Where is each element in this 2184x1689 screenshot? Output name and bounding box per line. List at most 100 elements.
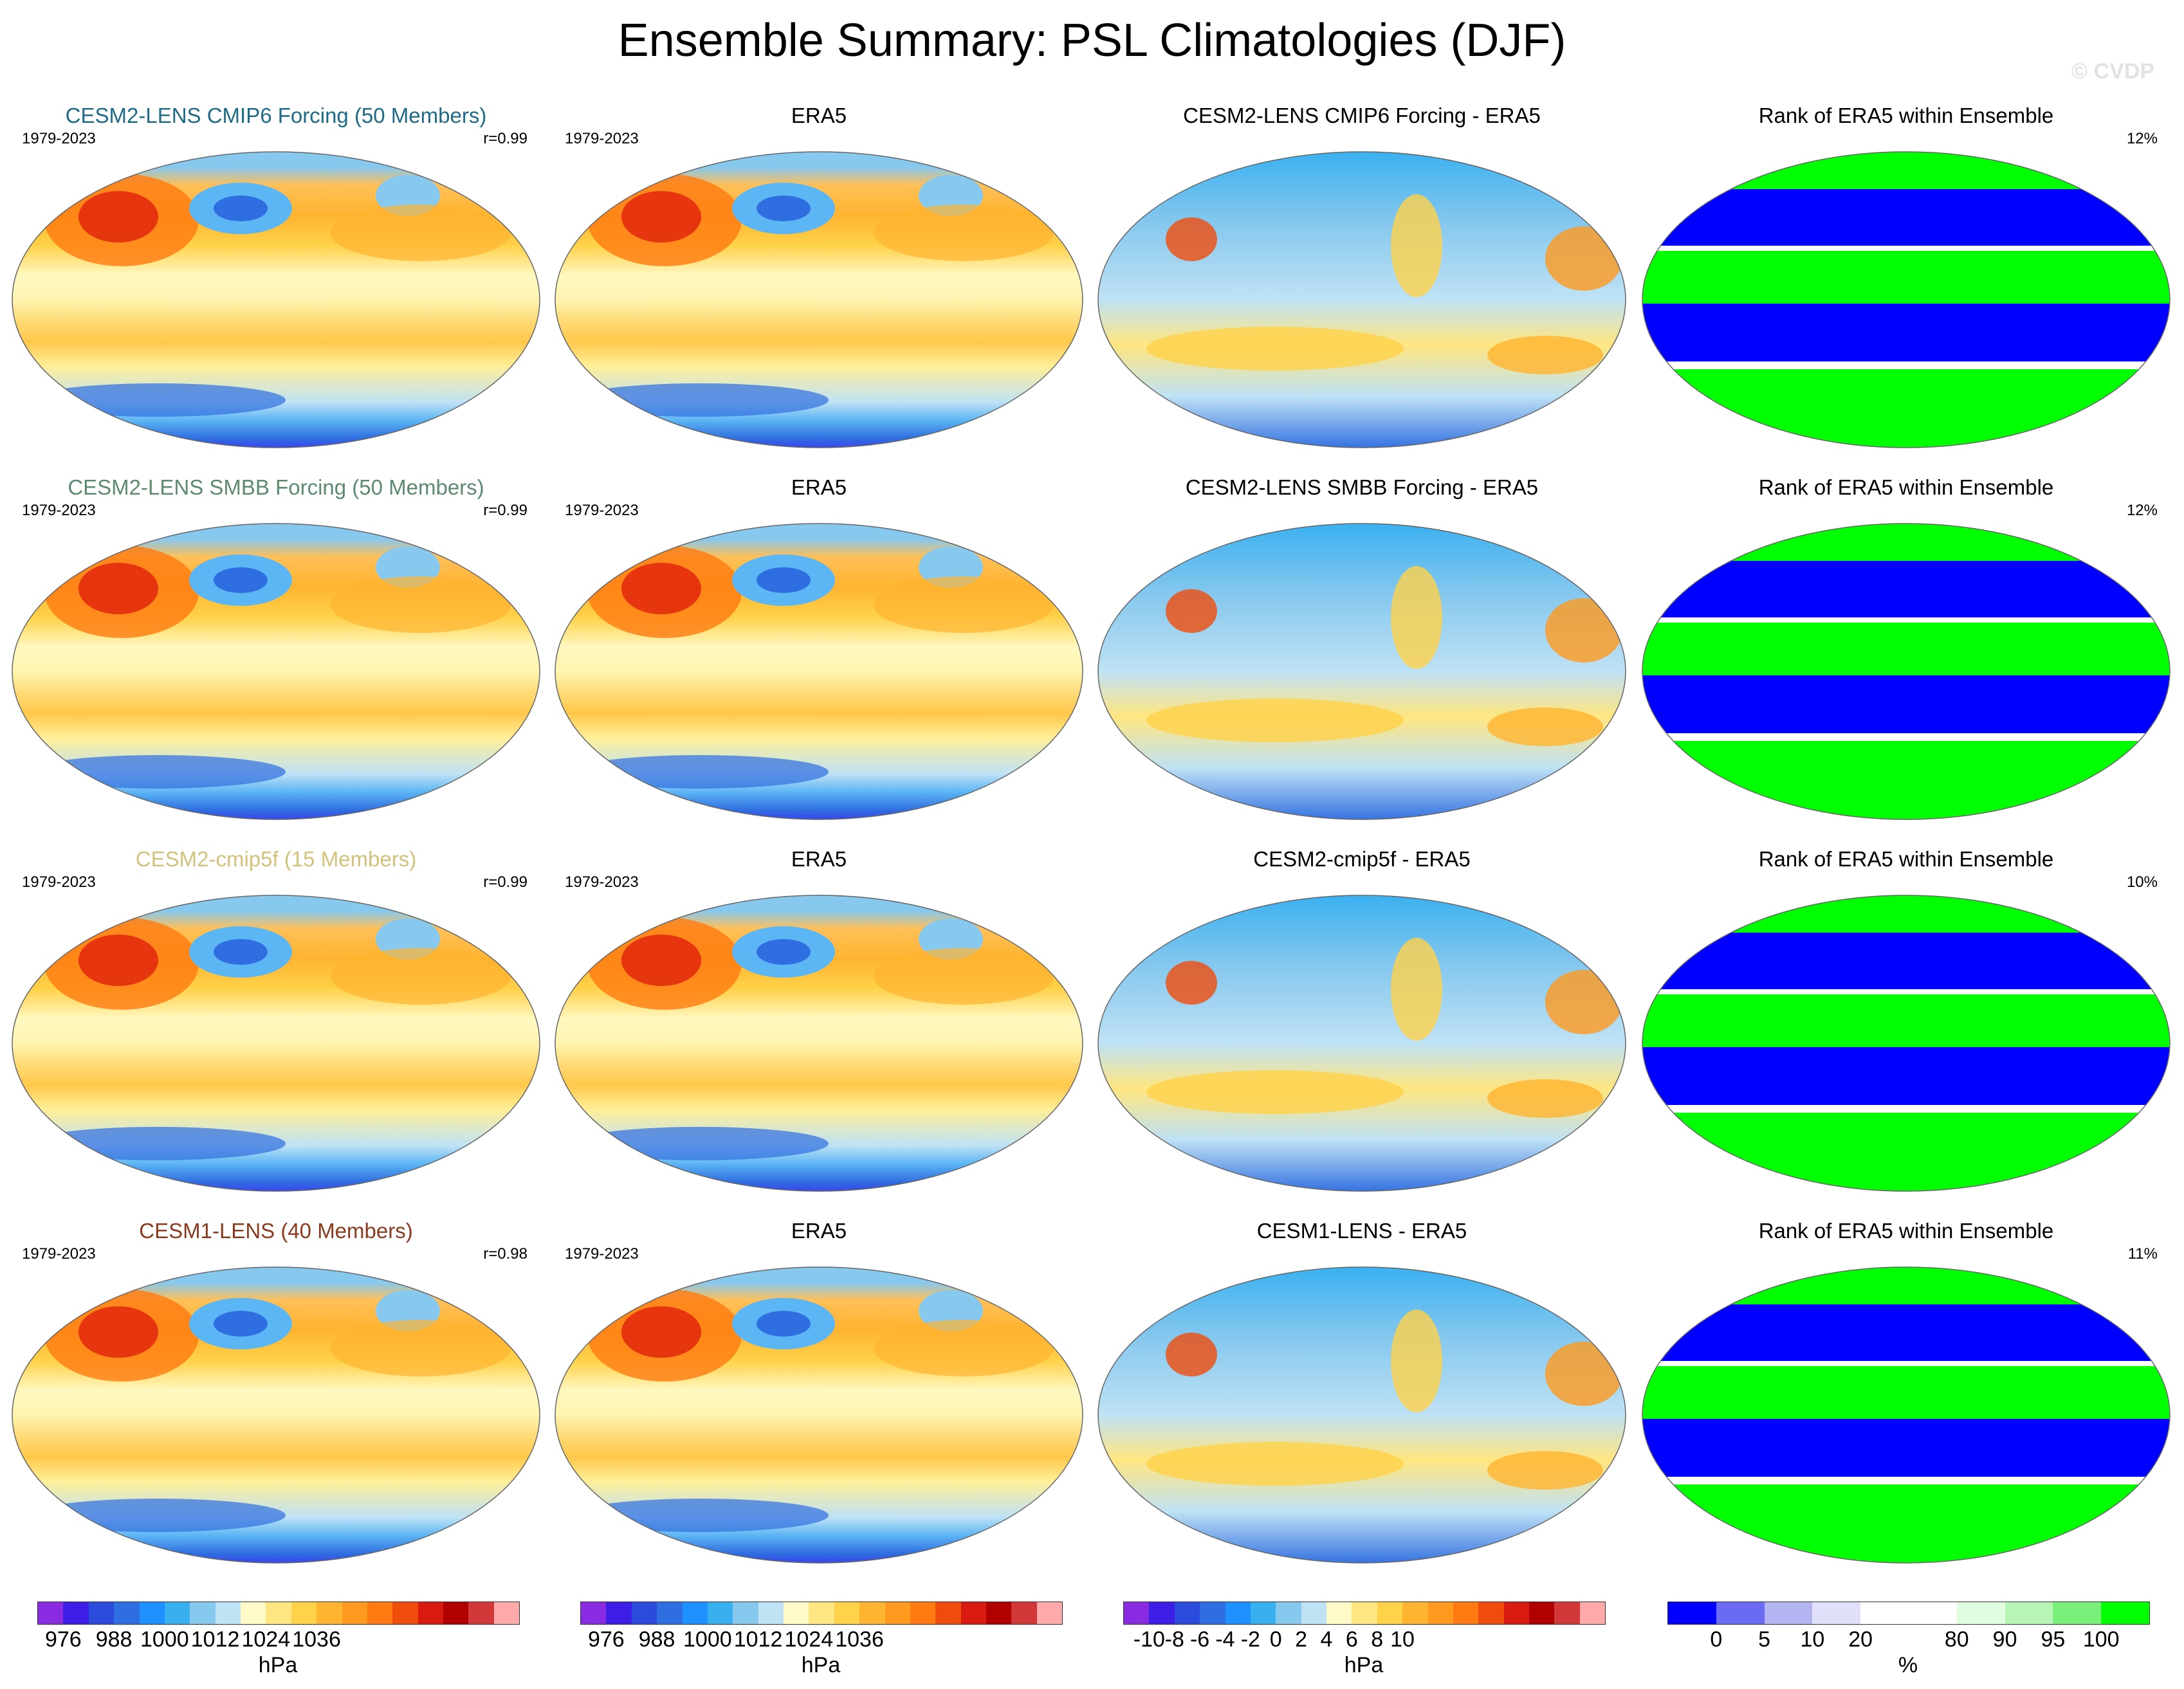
colorbar-cell [342, 1602, 367, 1624]
model-panel: CESM2-LENS SMBB Forcing (50 Members) 1979… [9, 475, 543, 822]
colorbar-cell [114, 1602, 140, 1624]
model-map [12, 523, 540, 820]
colorbar-tick-label: 0 [1269, 1627, 1282, 1652]
colorbar-cell [2053, 1602, 2102, 1624]
colorbar-cell [367, 1602, 393, 1624]
diff-map [1097, 151, 1626, 448]
colorbar-cell [1124, 1602, 1150, 1624]
colorbar-tick-label: 100 [2082, 1627, 2120, 1652]
colorbar-cell [885, 1602, 910, 1624]
colorbar-rank: 0 5 10 20 80 90 95 100% [1667, 1602, 2156, 1689]
diff-panel-title: CESM2-LENS SMBB Forcing - ERA5 [1185, 475, 1539, 499]
diff-panel-title: CESM1-LENS - ERA5 [1256, 1219, 1467, 1243]
colorbar-cell [1174, 1602, 1200, 1624]
colorbar-cell [657, 1602, 683, 1624]
colorbar-cell [418, 1602, 443, 1624]
colorbar-tick-label: 1012 [190, 1627, 240, 1652]
colorbar-tick-label: 2 [1295, 1627, 1308, 1652]
colorbar-tick-label: 95 [2041, 1627, 2066, 1652]
rank-map [1642, 1266, 2170, 1564]
colorbar-tick-label: 0 [1710, 1627, 1723, 1652]
model-panel-title: CESM2-LENS CMIP6 Forcing (50 Members) [65, 104, 487, 127]
rank-map [1642, 523, 2170, 820]
colorbar-tick-label: 1024 [241, 1627, 291, 1652]
watermark: © CVDP [2071, 59, 2154, 84]
colorbar-units: hPa [801, 1653, 841, 1677]
colorbar-cell [1716, 1602, 1765, 1624]
colorbar-cell [2005, 1602, 2053, 1624]
colorbar-tick-label: 80 [1944, 1627, 1969, 1652]
colorbar-cell [1402, 1602, 1428, 1624]
colorbar-tick-label: 10 [1390, 1627, 1415, 1652]
colorbar-cell [1149, 1602, 1175, 1624]
rank-panel-title: Rank of ERA5 within Ensemble [1758, 475, 2054, 499]
colorbar-cell [859, 1602, 885, 1624]
colorbar-cell [392, 1602, 418, 1624]
rank-panel-title: Rank of ERA5 within Ensemble [1758, 1219, 2054, 1243]
colorbar-cell [631, 1602, 657, 1624]
colorbar-cell [1860, 1602, 1909, 1624]
colorbar-tick-label: 6 [1345, 1627, 1358, 1652]
pattern-correlation: r=0.99 [483, 502, 528, 519]
colorbar-cell [1276, 1602, 1301, 1624]
colorbar-diff: -10 -8 -6 -4 -2 0 2 4 6 8 10 hPa [1123, 1602, 1612, 1689]
colorbar-tick-label: 1024 [784, 1627, 834, 1652]
colorbar-cell [164, 1602, 190, 1624]
diff-panel-title: CESM2-cmip5f - ERA5 [1253, 847, 1471, 871]
colorbar-units: hPa [1344, 1653, 1384, 1677]
model-panel: CESM1-LENS (40 Members) 1979-2023 r=0.98 [9, 1218, 543, 1566]
colorbar-cell [88, 1602, 115, 1624]
colorbar-cell [1377, 1602, 1403, 1624]
diff-panel-title: CESM2-LENS CMIP6 Forcing - ERA5 [1183, 104, 1541, 127]
obs-panel: ERA5 1979-2023 [552, 846, 1086, 1194]
obs-panel: ERA5 1979-2023 [552, 475, 1086, 822]
colorbar-cell [986, 1602, 1012, 1624]
colorbar-cell [63, 1602, 89, 1624]
pattern-correlation: r=0.99 [483, 873, 528, 891]
diff-map [1097, 895, 1626, 1192]
colorbar-psl: 976 988 1000 1012 1024 1036 hPa [37, 1602, 526, 1689]
rank-panel: Rank of ERA5 within Ensemble 11% [1639, 1218, 2173, 1566]
colorbar-tick-label: 4 [1320, 1627, 1333, 1652]
colorbar-cell [443, 1602, 469, 1624]
page-title: Ensemble Summary: PSL Climatologies (DJF… [618, 15, 1566, 66]
colorbar-cell [1036, 1602, 1063, 1624]
colorbar-cell [1764, 1602, 1813, 1624]
colorbar-tick-label: 976 [587, 1627, 625, 1652]
colorbar-psl-obs: 976 988 1000 1012 1024 1036 hPa [580, 1602, 1069, 1689]
colorbar-tick-label: -10 [1133, 1627, 1165, 1652]
obs-map [555, 523, 1083, 820]
colorbar-tick-label: 10 [1800, 1627, 1825, 1652]
model-map [12, 895, 540, 1192]
colorbar-cell [139, 1602, 165, 1624]
colorbar-cell [581, 1602, 607, 1624]
colorbar-cell [1011, 1602, 1037, 1624]
colorbar-cell [241, 1602, 266, 1624]
rank-percent: 10% [2126, 873, 2158, 891]
colorbar-cell [960, 1602, 986, 1624]
colorbar-cell [190, 1602, 216, 1624]
colorbar-cell [1453, 1602, 1479, 1624]
year-range: 1979-2023 [22, 873, 96, 891]
colorbar-cell [468, 1602, 494, 1624]
diff-panel: CESM2-LENS CMIP6 Forcing - ERA5 [1095, 103, 1629, 450]
colorbar-cell [1352, 1602, 1377, 1624]
colorbar-units: hPa [258, 1653, 298, 1677]
rank-percent: 11% [2127, 1245, 2158, 1263]
model-map [12, 151, 540, 448]
obs-map [555, 1266, 1083, 1564]
obs-panel-title: ERA5 [791, 104, 847, 127]
colorbar-tick-label: -8 [1164, 1627, 1184, 1652]
rank-panel-title: Rank of ERA5 within Ensemble [1758, 847, 2054, 871]
colorbar-tick-label: -6 [1189, 1627, 1210, 1652]
rank-percent: 12% [2126, 130, 2158, 147]
rank-percent: 12% [2126, 502, 2158, 519]
diff-map [1097, 523, 1626, 820]
colorbar-cell [1427, 1602, 1453, 1624]
colorbar-cell [733, 1602, 758, 1624]
rank-panel: Rank of ERA5 within Ensemble 12% [1639, 475, 2173, 822]
colorbar-cell [784, 1602, 809, 1624]
colorbar-cell [834, 1602, 860, 1624]
diff-panel: CESM2-cmip5f - ERA5 [1095, 846, 1629, 1194]
colorbar-tick-label: 1036 [835, 1627, 884, 1652]
